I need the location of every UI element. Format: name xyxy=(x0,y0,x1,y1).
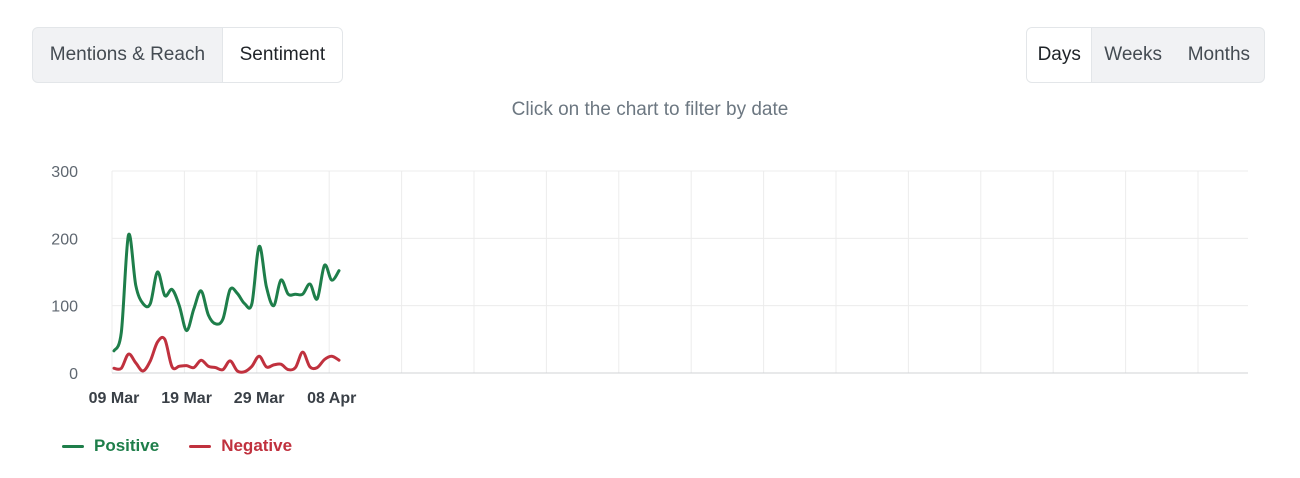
period-months-button[interactable]: Months xyxy=(1187,44,1251,65)
legend-label-positive: Positive xyxy=(94,436,160,455)
legend-swatch-negative xyxy=(189,444,212,448)
y-tick-label: 200 xyxy=(51,231,78,248)
period-days-button[interactable]: Days xyxy=(1027,28,1093,82)
series-line-positive xyxy=(112,232,341,353)
y-tick-label: 0 xyxy=(69,366,78,383)
period-switch: Days Weeks Months xyxy=(1026,27,1265,83)
y-tick-label: 100 xyxy=(51,299,78,316)
legend-swatch-positive xyxy=(62,444,84,448)
legend-label-negative: Negative xyxy=(221,436,293,455)
period-weeks-button[interactable]: Weeks xyxy=(1104,44,1162,65)
x-tick-label: 19 Mar xyxy=(161,390,212,407)
view-tabs: Mentions & Reach Sentiment xyxy=(32,27,343,83)
y-tick-label: 300 xyxy=(51,164,78,181)
series-line-negative xyxy=(112,335,341,374)
x-tick-label: 08 Apr xyxy=(307,390,356,407)
tab-sentiment[interactable]: Sentiment xyxy=(221,28,342,82)
chart-hint: Click on the chart to filter by date xyxy=(511,99,789,120)
x-tick-label: 09 Mar xyxy=(89,390,140,407)
chart-legend: Positive Negative xyxy=(62,436,292,456)
legend-item-negative[interactable]: Negative xyxy=(189,436,292,456)
x-tick-label: 29 Mar xyxy=(234,390,285,407)
legend-item-positive[interactable]: Positive xyxy=(62,436,159,456)
tab-mentions-reach[interactable]: Mentions & Reach xyxy=(49,44,206,65)
